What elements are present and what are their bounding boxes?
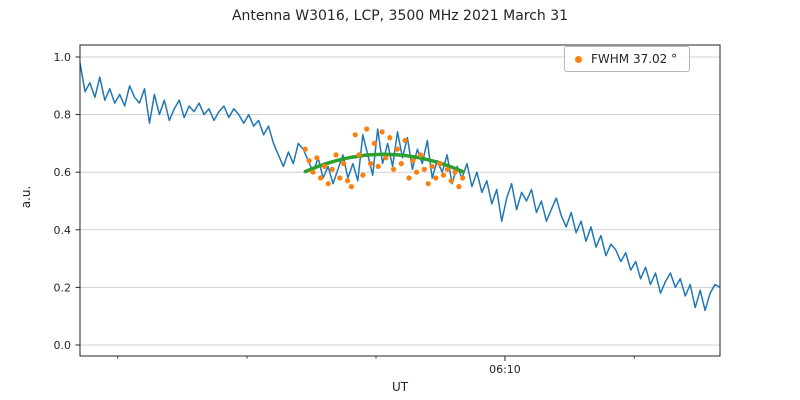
y-tick-label: 1.0	[54, 51, 72, 64]
scatter-point	[348, 184, 354, 190]
legend-label: FWHM 37.02 °	[591, 52, 678, 66]
scatter-point	[391, 166, 397, 172]
scatter-point	[302, 146, 308, 152]
y-tick-label: 0.2	[54, 281, 72, 294]
y-tick-label: 0.4	[54, 224, 72, 237]
scatter-point	[325, 181, 331, 187]
scatter-point	[310, 169, 316, 175]
scatter-point	[360, 172, 366, 178]
scatter-point	[425, 181, 431, 187]
y-tick-label: 0.6	[54, 166, 72, 179]
scatter-point	[356, 152, 362, 158]
signal-line	[79, 62, 721, 312]
scatter-point	[448, 178, 454, 184]
axes-box	[79, 44, 721, 357]
scatter-point	[421, 166, 427, 172]
fwhm-marker-icon	[575, 55, 582, 63]
scatter-point	[337, 175, 343, 181]
scatter-point	[402, 137, 408, 144]
scatter-point	[387, 135, 393, 141]
scatter-point	[452, 169, 458, 175]
scatter-point	[341, 161, 347, 167]
scatter-point	[314, 155, 320, 161]
legend: FWHM 37.02 °	[564, 46, 691, 72]
scatter-point	[368, 161, 374, 167]
scatter-point	[456, 184, 462, 190]
scatter-point	[440, 172, 447, 178]
scatter-point	[437, 161, 443, 167]
scatter-point	[383, 155, 389, 161]
scatter-point	[344, 178, 351, 184]
x-axis-label: UT	[391, 380, 409, 394]
scatter-point	[375, 163, 381, 169]
x-tick-label: 06:10	[489, 363, 521, 376]
scatter-point	[364, 126, 370, 132]
y-tick-label: 0.8	[54, 109, 72, 122]
scatter-point	[329, 166, 335, 172]
scatter-point	[417, 152, 424, 158]
scatter-point	[429, 163, 435, 169]
scatter-point	[306, 158, 312, 164]
scatter-point	[333, 152, 339, 158]
scatter-point	[460, 175, 466, 181]
gauss-fit-curve	[303, 152, 465, 174]
scatter-point	[406, 175, 412, 181]
chart-title: Antenna W3016, LCP, 3500 MHz 2021 March …	[231, 8, 569, 24]
scatter-point	[444, 166, 450, 172]
scatter-point	[371, 140, 377, 146]
scatter-point	[321, 163, 328, 169]
scatter-point	[414, 169, 420, 175]
scatter-point	[410, 158, 416, 164]
scatter-point	[352, 132, 358, 138]
y-axis-label: a.u.	[19, 185, 33, 209]
scatter-point	[394, 146, 400, 152]
scatter-point	[398, 161, 404, 167]
scatter-point	[318, 175, 324, 181]
scatter-point	[433, 175, 439, 181]
y-tick-label: 0.0	[54, 339, 72, 352]
scatter-point	[379, 129, 385, 135]
